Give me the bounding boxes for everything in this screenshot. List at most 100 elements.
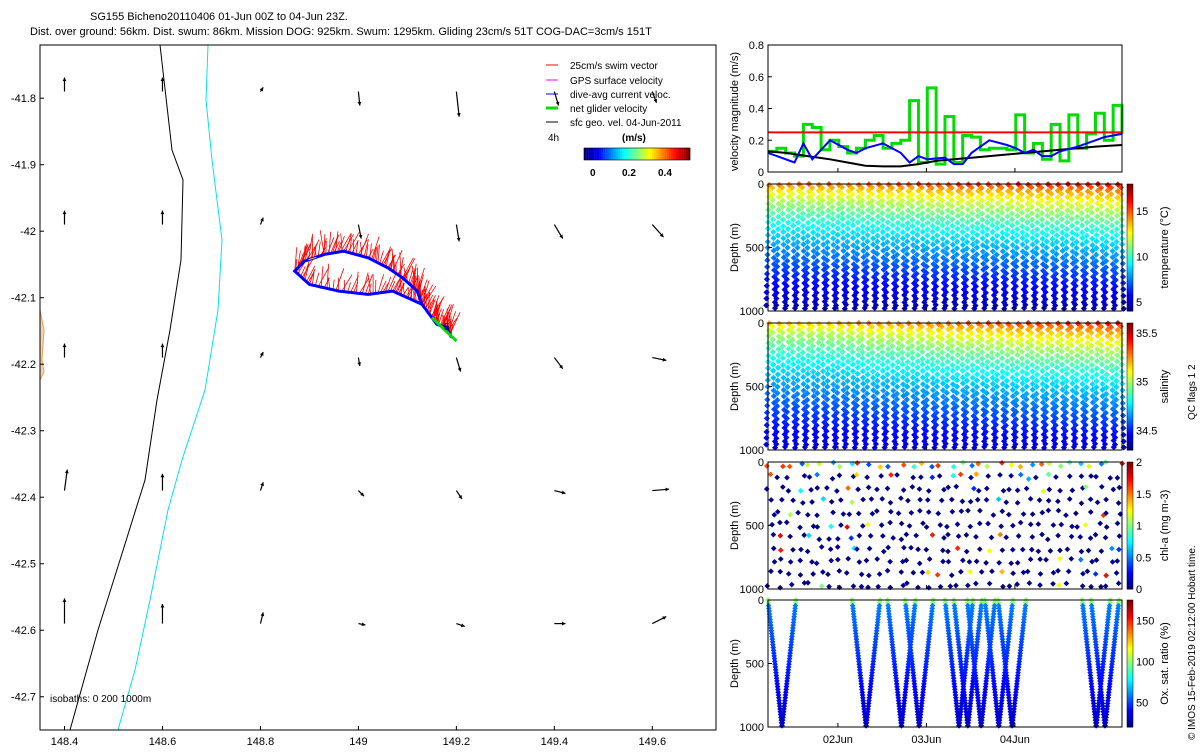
chla-point xyxy=(1001,488,1007,494)
salinity-point xyxy=(1044,371,1050,377)
salinity-point xyxy=(830,368,836,374)
salinity-point xyxy=(830,349,836,355)
chla-point xyxy=(1116,547,1122,553)
temperature-point xyxy=(934,219,940,225)
temperature-point xyxy=(924,232,930,238)
salinity-y-tick: 0 xyxy=(758,318,764,330)
chla-point xyxy=(1029,547,1035,553)
speed-colorbar-label: (m/s) xyxy=(622,133,646,144)
map-y-tick: -42.4 xyxy=(11,492,36,504)
chla-point xyxy=(1103,583,1109,589)
temperature-point xyxy=(790,229,796,235)
chla-point xyxy=(984,486,990,492)
chla-point xyxy=(967,569,973,575)
chla-point xyxy=(926,509,932,515)
salinity-point xyxy=(1120,406,1126,412)
chla-point xyxy=(1050,581,1056,587)
salinity-point xyxy=(1104,372,1110,378)
temperature-point xyxy=(780,217,786,223)
chla-point xyxy=(837,464,843,470)
salinity-point xyxy=(880,368,886,374)
salinity-point xyxy=(885,365,891,371)
salinity-point xyxy=(1009,368,1015,374)
speed-colorbar-cell xyxy=(667,148,669,160)
chla-point xyxy=(885,486,891,492)
legend-dac: dive-avg current veloc. xyxy=(570,90,671,101)
map-x-tick: 149 xyxy=(349,736,367,748)
chla-point xyxy=(1093,571,1099,577)
chla-point xyxy=(983,560,989,566)
chla-point xyxy=(1099,484,1105,490)
temperature-point xyxy=(959,229,965,235)
temperature-point xyxy=(999,223,1005,229)
chla-point xyxy=(1103,497,1109,503)
chla-point xyxy=(1037,582,1043,588)
temperature-point xyxy=(1044,220,1050,226)
chla-point xyxy=(841,511,847,517)
chla-point xyxy=(901,487,907,493)
temperature-point xyxy=(1059,216,1065,222)
chla-point xyxy=(999,569,1005,575)
chla-point xyxy=(1116,581,1122,587)
salinity-point xyxy=(969,362,975,368)
temperature-point xyxy=(785,226,791,232)
chla-point xyxy=(777,520,783,526)
salinity-point xyxy=(1121,438,1127,444)
speed-colorbar-cell xyxy=(584,148,586,160)
salinity-point xyxy=(1094,358,1100,364)
map-x-tick: 149.2 xyxy=(443,736,471,748)
chla-point xyxy=(820,569,826,575)
salinity-point xyxy=(1120,432,1126,438)
salinity-point xyxy=(934,371,940,377)
salinity-point xyxy=(805,371,811,377)
salinity-point xyxy=(1034,352,1040,358)
geo-vector-head xyxy=(161,344,165,348)
chla-point xyxy=(1057,488,1063,494)
chla-point xyxy=(1114,570,1120,576)
map-y-tick: -41.9 xyxy=(11,160,36,172)
temperature-point xyxy=(1034,219,1040,225)
chla-point xyxy=(845,485,851,491)
speed-colorbar-cell xyxy=(684,148,686,160)
chla-point xyxy=(1020,547,1026,553)
temperature-point xyxy=(770,229,776,235)
temperature-point xyxy=(964,233,970,239)
salinity-point xyxy=(1120,400,1126,406)
salinity-point xyxy=(944,371,950,377)
chla-point xyxy=(1021,570,1027,576)
salinity-point xyxy=(1109,355,1115,361)
chla-point xyxy=(805,580,811,586)
chla-point xyxy=(1055,498,1061,504)
chla-point xyxy=(985,521,991,527)
salinity-point xyxy=(964,358,970,364)
swim-vector xyxy=(315,273,319,286)
chla-point xyxy=(1056,508,1062,514)
chla-point xyxy=(860,497,866,503)
chla-point xyxy=(1110,559,1116,565)
temperature-point xyxy=(1014,232,1020,238)
temperature-point xyxy=(994,225,1000,231)
chla-point xyxy=(1070,488,1076,494)
speed-colorbar-cell xyxy=(586,148,588,160)
map-y-tick: -42 xyxy=(20,226,36,238)
temperature-point xyxy=(1014,220,1020,226)
chla-point xyxy=(1048,548,1054,554)
chla-point xyxy=(887,520,893,526)
salinity-point xyxy=(785,371,791,377)
salinity-point xyxy=(1024,365,1030,371)
salinity-point xyxy=(959,362,965,368)
chla-point xyxy=(940,559,946,565)
salinity-point xyxy=(790,361,796,367)
temperature-point xyxy=(979,229,985,235)
salinity-point xyxy=(800,356,806,362)
chla-point xyxy=(848,535,854,541)
velocity-y-tick: 0.8 xyxy=(749,40,764,52)
velocity-y-tick: 0.2 xyxy=(749,135,764,147)
salinity-point xyxy=(1014,352,1020,358)
salinity-point xyxy=(1069,368,1075,374)
chla-point xyxy=(1003,535,1009,541)
chla-point xyxy=(987,581,993,587)
oxygen-y-tick: 1000 xyxy=(740,722,764,734)
salinity-point xyxy=(899,355,905,361)
chla-point xyxy=(778,547,784,553)
